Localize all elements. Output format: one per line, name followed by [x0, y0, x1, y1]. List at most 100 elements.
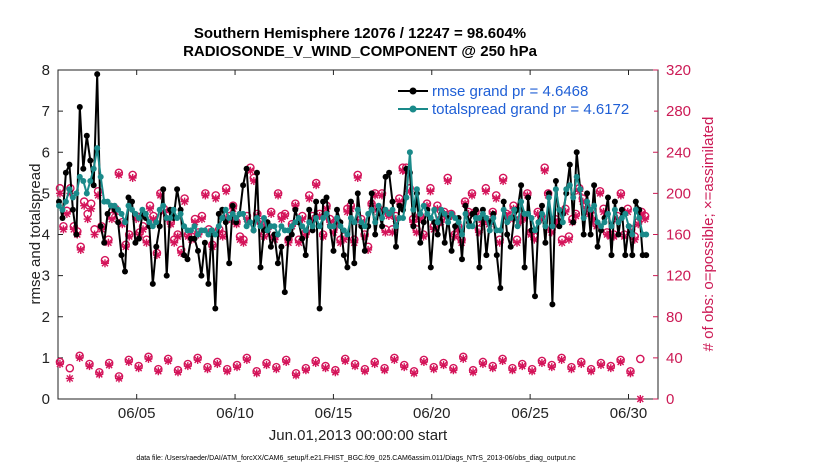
rmse-point — [594, 243, 601, 250]
obs-assimilated-marker — [636, 395, 644, 403]
obs-assimilated-marker — [263, 361, 271, 369]
rmse-point — [76, 104, 83, 110]
spread-point — [320, 215, 327, 221]
spread-point — [382, 206, 389, 213]
spread-point — [549, 223, 556, 230]
spread-point — [368, 206, 375, 213]
rmse-point — [483, 252, 490, 259]
obs-assimilated-marker — [420, 358, 428, 366]
obs-assimilated-marker — [617, 358, 625, 366]
spread-point — [69, 194, 76, 201]
obs-assimilated-marker — [459, 355, 467, 363]
rmse-point — [313, 198, 320, 205]
obs-assimilated-marker — [381, 228, 389, 236]
spread-point — [580, 215, 587, 221]
y-axis-label-left: rmse and totalspread — [27, 164, 44, 305]
spread-point — [497, 227, 504, 234]
obs-assimilated-marker — [174, 233, 182, 241]
spread-point — [226, 215, 233, 221]
spread-point — [615, 219, 622, 226]
rmse-point — [479, 206, 486, 213]
spread-point — [115, 206, 122, 213]
obs-assimilated-marker — [444, 177, 452, 185]
rmse-point — [254, 169, 260, 176]
legend-spread-marker — [409, 105, 417, 113]
obs-assimilated-marker — [430, 365, 438, 373]
rmse-point — [215, 210, 222, 217]
obs-assimilated-marker — [66, 374, 74, 382]
rmse-point — [101, 239, 108, 246]
rmse-point — [382, 173, 389, 180]
spread-point — [97, 173, 104, 180]
obs-assimilated-marker — [233, 363, 241, 371]
left-tick-label: 1 — [42, 350, 50, 367]
spread-point — [594, 219, 601, 226]
spread-point — [62, 198, 69, 205]
x-tick-label: 06/15 — [315, 405, 353, 422]
spread-point — [625, 223, 632, 230]
spread-point — [462, 210, 469, 217]
obs-assimilated-marker — [541, 167, 549, 175]
spread-point — [66, 186, 73, 193]
rmse-point — [587, 231, 594, 238]
x-tick-label: 06/05 — [118, 405, 156, 422]
obs-assimilated-marker — [479, 360, 487, 368]
rmse-point — [129, 198, 135, 205]
spread-point — [403, 194, 410, 201]
rmse-point — [87, 157, 94, 164]
rmse-point — [281, 289, 288, 296]
spread-point — [431, 206, 438, 213]
rmse-point — [132, 239, 139, 246]
spread-point — [205, 231, 212, 238]
right-tick-label: 0 — [666, 391, 674, 408]
spread-point — [167, 215, 174, 221]
spread-point — [271, 223, 278, 230]
spread-point — [528, 215, 535, 221]
obs-assimilated-marker — [390, 356, 398, 364]
rmse-point — [504, 231, 511, 238]
spread-point — [379, 215, 386, 221]
spread-point — [490, 215, 497, 221]
left-tick-label: 6 — [42, 144, 50, 161]
obs-assimilated-marker — [351, 362, 359, 370]
rmse-point — [115, 219, 122, 226]
left-tick-label: 5 — [42, 185, 50, 202]
spread-point — [142, 210, 149, 217]
rmse-point — [195, 247, 201, 254]
left-tick-label: 3 — [42, 268, 50, 285]
obs-assimilated-marker — [587, 367, 595, 375]
spread-point — [577, 186, 584, 193]
x-axis-label: Jun.01,2013 00:00:00 start — [269, 427, 448, 444]
obs-assimilated-marker — [508, 366, 516, 374]
spread-point — [219, 215, 226, 221]
rmse-point — [611, 198, 618, 205]
rmse-point — [149, 280, 156, 287]
obs-assimilated-marker — [115, 374, 123, 382]
obs-assimilated-marker — [139, 225, 147, 233]
spread-point — [420, 202, 427, 209]
spread-point — [139, 206, 146, 213]
rmse-point — [191, 235, 198, 242]
obs-assimilated-marker — [538, 359, 546, 367]
spread-point — [566, 182, 573, 189]
spread-point — [545, 194, 552, 201]
obs-assimilated-marker — [354, 174, 362, 182]
obs-assimilated-marker — [331, 368, 339, 376]
rmse-point — [309, 227, 316, 234]
x-tick-label: 06/20 — [413, 405, 451, 422]
obs-assimilated-marker — [129, 174, 137, 182]
rmse-point — [177, 206, 184, 213]
rmse-point — [472, 206, 479, 213]
rmse-point — [56, 198, 62, 205]
obs-assimilated-marker — [400, 363, 408, 371]
right-tick-label: 80 — [666, 309, 683, 326]
spread-point — [573, 173, 580, 180]
spread-point — [254, 215, 260, 221]
rmse-point — [556, 223, 563, 230]
obs-assimilated-marker — [223, 367, 231, 375]
rmse-point — [452, 223, 459, 230]
obs-assimilated-marker — [184, 362, 192, 370]
spread-point — [135, 215, 142, 221]
obs-assimilated-marker — [489, 364, 497, 372]
